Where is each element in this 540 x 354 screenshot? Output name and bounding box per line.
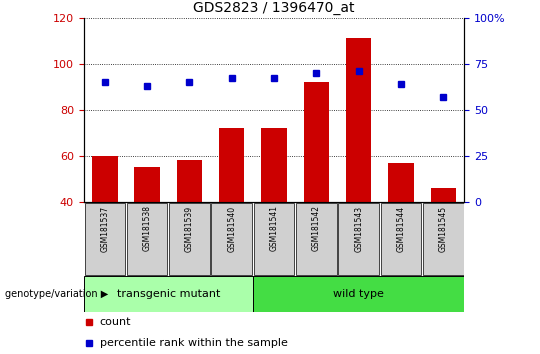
Bar [84, 276, 253, 312]
Text: GSM181537: GSM181537 [100, 205, 109, 252]
Bar [254, 203, 294, 275]
Bar [253, 276, 464, 312]
Bar [169, 203, 210, 275]
Text: GSM181541: GSM181541 [269, 205, 279, 251]
Bar [303, 82, 329, 202]
Bar [219, 128, 245, 202]
Bar [296, 203, 336, 275]
Bar [92, 156, 118, 202]
Bar [212, 203, 252, 275]
Text: GSM181540: GSM181540 [227, 205, 237, 252]
Text: wild type: wild type [333, 289, 384, 299]
Text: transgenic mutant: transgenic mutant [117, 289, 220, 299]
Bar [346, 38, 372, 202]
Text: GSM181544: GSM181544 [396, 205, 406, 252]
Bar [339, 203, 379, 275]
Text: GSM181543: GSM181543 [354, 205, 363, 252]
Text: GSM181538: GSM181538 [143, 205, 152, 251]
Bar [388, 163, 414, 202]
Bar [261, 128, 287, 202]
Bar [85, 203, 125, 275]
Text: GSM181542: GSM181542 [312, 205, 321, 251]
Text: count: count [100, 317, 131, 327]
Text: GSM181545: GSM181545 [438, 205, 448, 252]
Bar [134, 167, 160, 202]
Title: GDS2823 / 1396470_at: GDS2823 / 1396470_at [193, 1, 355, 15]
Text: genotype/variation ▶: genotype/variation ▶ [5, 289, 109, 299]
Bar [430, 188, 456, 202]
Text: GSM181539: GSM181539 [185, 205, 194, 252]
Text: percentile rank within the sample: percentile rank within the sample [100, 338, 288, 348]
Bar [381, 203, 421, 275]
Bar [177, 160, 202, 202]
Bar [423, 203, 463, 275]
Bar [127, 203, 167, 275]
